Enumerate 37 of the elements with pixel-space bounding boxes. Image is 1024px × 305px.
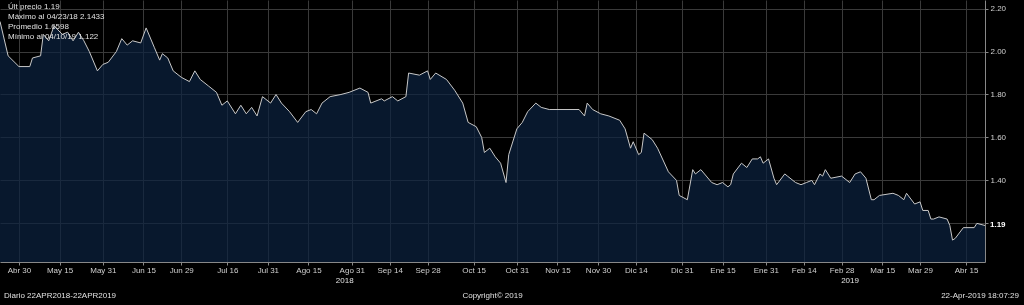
y-tick-label: 1.60 — [990, 132, 1007, 142]
x-tick-label: Ago 31 — [339, 265, 366, 275]
x-tick-label: Jun 29 — [169, 265, 195, 275]
x-tick-label: Oct 15 — [462, 265, 487, 275]
x-tick-label: Sep 14 — [377, 265, 404, 275]
x-tick-label: May 31 — [90, 265, 117, 275]
annotation: Máximo al 04/23/18 2.1433 — [8, 12, 106, 21]
y-tick-label: 1.40 — [990, 175, 1007, 185]
y-tick-label: 1.80 — [990, 89, 1007, 99]
x-tick-label: Dic 31 — [671, 265, 695, 275]
x-tick-label: Jul 31 — [257, 265, 280, 275]
x-tick-label: Ene 31 — [753, 265, 780, 275]
x-tick-label: Nov 15 — [545, 265, 572, 275]
x-tick-label: May 15 — [46, 265, 74, 275]
annotation: 1.19 — [990, 220, 1007, 230]
text: 2019 — [841, 276, 860, 285]
x-tick-label: Abr 30 — [7, 265, 32, 275]
x-tick-label: Ene 15 — [710, 265, 737, 275]
text: 2018 — [335, 276, 355, 285]
x-tick-label: Ago 15 — [296, 265, 323, 275]
x-tick-label: Dic 14 — [625, 265, 649, 275]
annotation: Últ precio 1.19 — [8, 2, 61, 11]
text: Diario 22APR2018-22APR2019 — [4, 291, 117, 300]
x-tick-label: Abr 15 — [954, 265, 979, 275]
x-tick-label: Nov 30 — [585, 265, 612, 275]
x-tick-label: Jun 15 — [131, 265, 157, 275]
x-tick-label: Mar 29 — [908, 265, 934, 275]
text: Copyright© 2019 — [462, 291, 524, 300]
y-tick-label: 2.00 — [990, 47, 1007, 57]
text: 22-Apr-2019 18:07:29 — [941, 291, 1020, 300]
x-tick-label: Sep 28 — [415, 265, 442, 275]
y-tick-label: 2.20 — [990, 4, 1007, 14]
x-tick-label: Oct 31 — [505, 265, 530, 275]
x-tick-label: Feb 28 — [829, 265, 856, 275]
x-tick-label: Jul 16 — [217, 265, 240, 275]
x-tick-label: Feb 14 — [791, 265, 818, 275]
x-tick-label: Mar 15 — [870, 265, 896, 275]
